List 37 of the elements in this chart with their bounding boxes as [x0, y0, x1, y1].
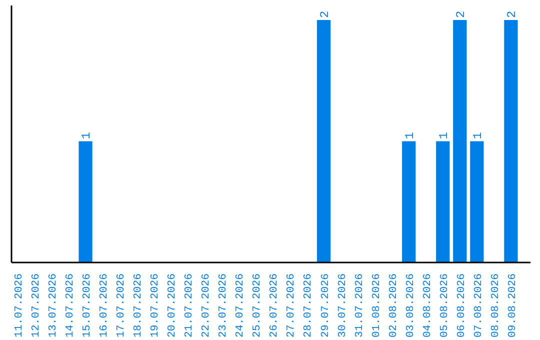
data-label: 1 [80, 132, 94, 140]
x-tick-label: 16.07.2026 [98, 273, 111, 338]
data-label: 1 [402, 132, 417, 140]
x-tick-label: 24.07.2026 [234, 273, 247, 338]
x-tick-label: 03.08.2026 [404, 273, 417, 338]
x-tick-label: 14.07.2026 [64, 273, 77, 338]
x-tick-label: 29.07.2026 [320, 273, 332, 338]
data-label: 1 [436, 132, 451, 140]
x-tick-label: 15.07.2026 [82, 273, 94, 338]
x-tick-label: 27.07.2026 [286, 273, 298, 338]
x-tick-label: 02.08.2026 [388, 273, 400, 338]
x-tick-label: 31.07.2026 [354, 273, 366, 338]
x-tick-label: 17.07.2026 [116, 273, 128, 338]
x-tick-label: 06.08.2026 [456, 273, 468, 338]
x-tick-label: 30.07.2026 [336, 273, 349, 338]
x-tick-label: 20.07.2026 [166, 273, 179, 338]
x-tick-label: 08.08.2026 [490, 273, 502, 338]
x-tick-label: 01.08.2026 [370, 273, 383, 338]
x-tick-label: 25.07.2026 [252, 273, 264, 338]
x-tick-label: 22.07.2026 [200, 273, 213, 338]
x-tick-label: 04.08.2026 [422, 273, 434, 338]
x-tick-label: 13.07.2026 [47, 273, 60, 338]
data-label: 2 [454, 10, 468, 18]
data-label: 1 [470, 132, 485, 140]
x-tick-label: 11.07.2026 [13, 273, 26, 338]
x-tick-label: 09.08.2026 [506, 273, 519, 338]
x-tick-label: 12.07.2026 [30, 273, 42, 338]
x-tick-label: 23.07.2026 [218, 273, 230, 338]
data-label: 2 [318, 10, 332, 18]
x-tick-label: 28.07.2026 [302, 273, 315, 338]
x-tick-label: 21.07.2026 [184, 273, 196, 338]
x-tick-label: 18.07.2026 [132, 273, 145, 338]
x-tick-label: 26.07.2026 [268, 273, 281, 338]
x-tick-label: 05.08.2026 [438, 273, 451, 338]
x-tick-label: 07.08.2026 [472, 273, 485, 338]
x-tick-label: 19.07.2026 [150, 273, 162, 338]
data-label: 2 [504, 10, 519, 18]
